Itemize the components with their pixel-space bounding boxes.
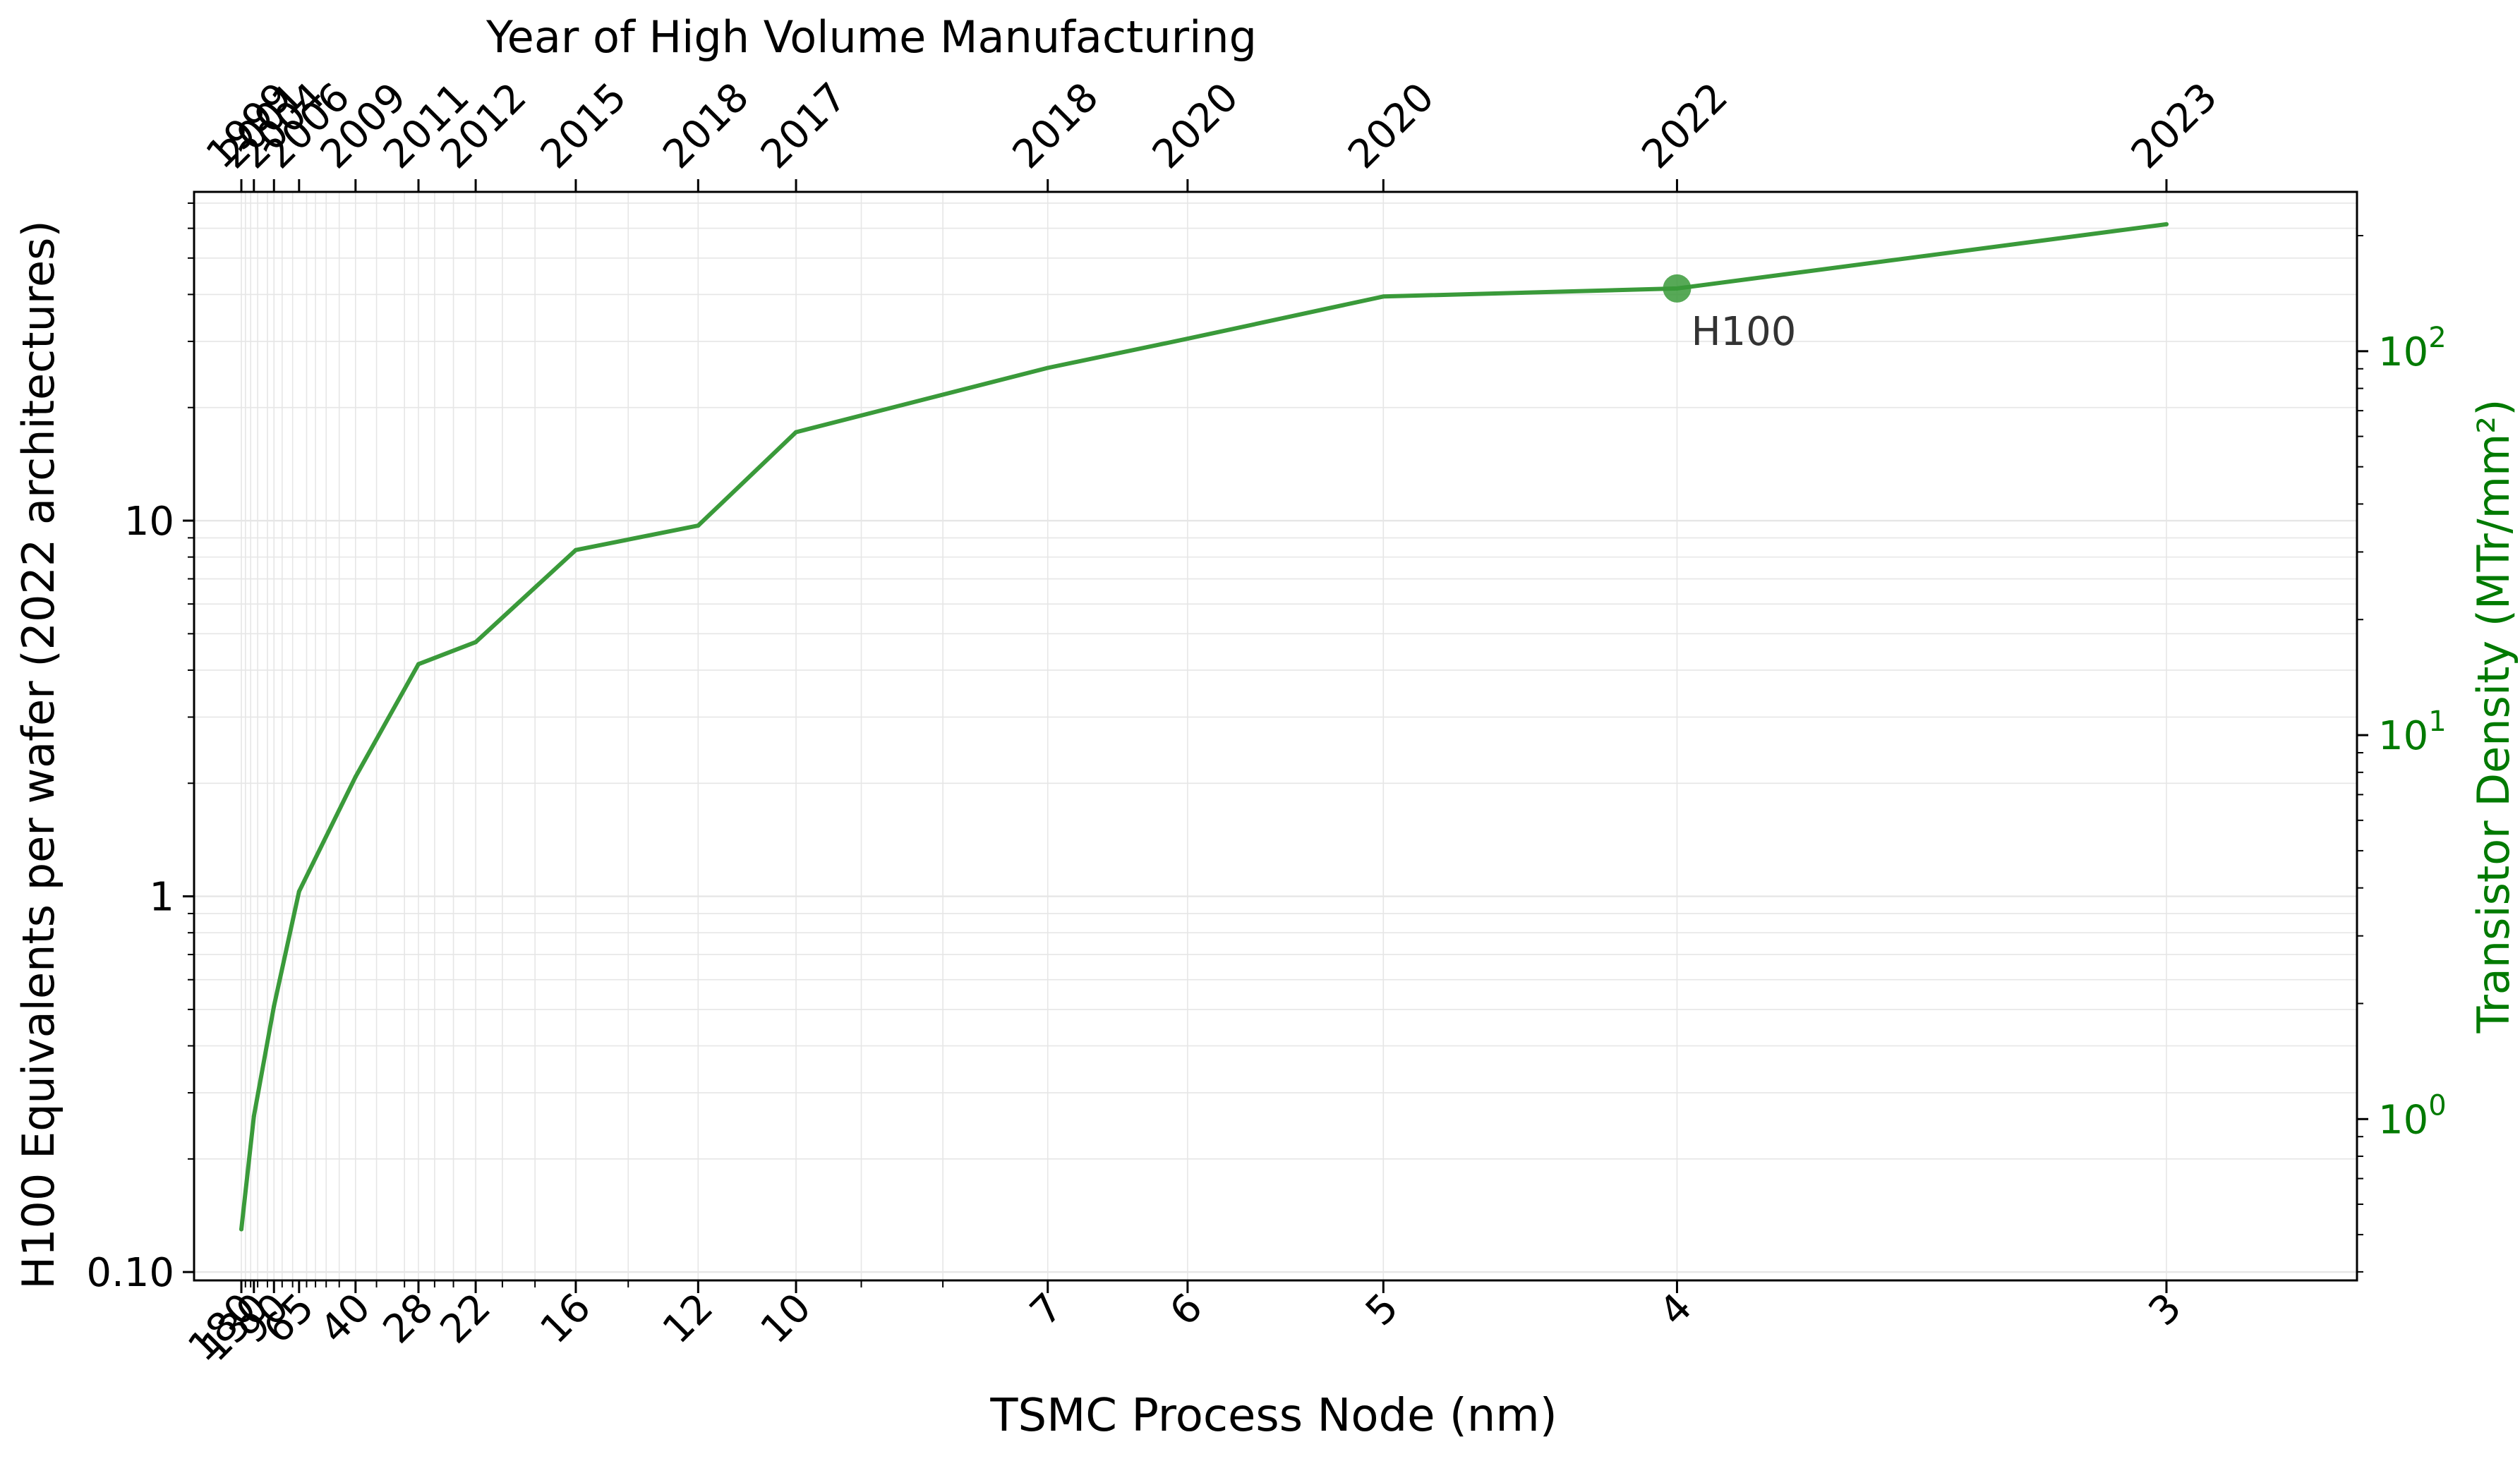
data-point xyxy=(474,640,478,645)
x-top-tick-label: 2018 xyxy=(654,74,758,178)
x-tick-label: 22 xyxy=(432,1285,500,1352)
x-top-tick-label: 2023 xyxy=(2123,74,2226,178)
data-point xyxy=(794,430,799,435)
data-point xyxy=(272,1004,277,1009)
x-tick-label: 3 xyxy=(2140,1285,2190,1335)
x-tick-label: 4 xyxy=(1651,1285,1701,1335)
x-tick-label: 10 xyxy=(752,1285,820,1352)
y2-tick-label: 102 xyxy=(2378,322,2447,375)
plot-frame xyxy=(193,190,2358,1282)
data-point xyxy=(696,523,701,528)
x-tick-label: 5 xyxy=(1357,1285,1407,1335)
data-point xyxy=(2164,222,2169,226)
plot-border xyxy=(193,190,2358,1282)
x-top-tick-label: 2020 xyxy=(1339,74,1443,178)
label-layer: 0.10110180199913020019020046520064020092… xyxy=(86,74,2446,1370)
x-top-tick-label: 2015 xyxy=(532,74,636,178)
x-top-tick-label: 2020 xyxy=(1144,74,1248,178)
h100-annotation: H100 xyxy=(1691,309,1796,355)
data-point xyxy=(416,662,421,667)
x-top-tick-label: 2018 xyxy=(1004,74,1108,178)
y2-axis-label: Transistor Density (MTr/mm²) xyxy=(2468,399,2519,1034)
y2-tick-label: 100 xyxy=(2378,1089,2447,1143)
h100-marker xyxy=(1663,274,1692,303)
tick-layer xyxy=(183,179,2368,1293)
x-tick-label: 40 xyxy=(311,1285,379,1352)
x-tick-label: 7 xyxy=(1021,1285,1071,1335)
y-tick-label: 10 xyxy=(124,499,174,545)
x-tick-label: 16 xyxy=(531,1285,599,1352)
x-top-tick-label: 2017 xyxy=(752,74,856,178)
y-axis-label: H100 Equivalents per wafer (2022 archite… xyxy=(13,220,64,1289)
data-point xyxy=(573,547,578,552)
x-tick-label: 12 xyxy=(654,1285,722,1352)
data-point xyxy=(1381,294,1386,299)
data-point xyxy=(1185,337,1190,341)
y-tick-label: 0.10 xyxy=(86,1250,174,1296)
x-axis-label: TSMC Process Node (nm) xyxy=(989,1390,1557,1442)
x-tick-label: 6 xyxy=(1162,1285,1212,1335)
series-line xyxy=(239,222,2169,1232)
y-tick-label: 1 xyxy=(149,875,174,921)
data-point xyxy=(251,1114,256,1119)
series-layer xyxy=(239,222,2169,1232)
y2-tick-label: 101 xyxy=(2378,705,2447,759)
data-point xyxy=(239,1227,243,1232)
x-top-tick-label: 2022 xyxy=(1633,74,1737,178)
grid-layer xyxy=(194,192,2357,1280)
data-point xyxy=(1045,365,1050,370)
data-point xyxy=(353,775,358,780)
data-point xyxy=(296,889,301,894)
chart-title: Year of High Volume Manufacturing xyxy=(486,11,1257,63)
